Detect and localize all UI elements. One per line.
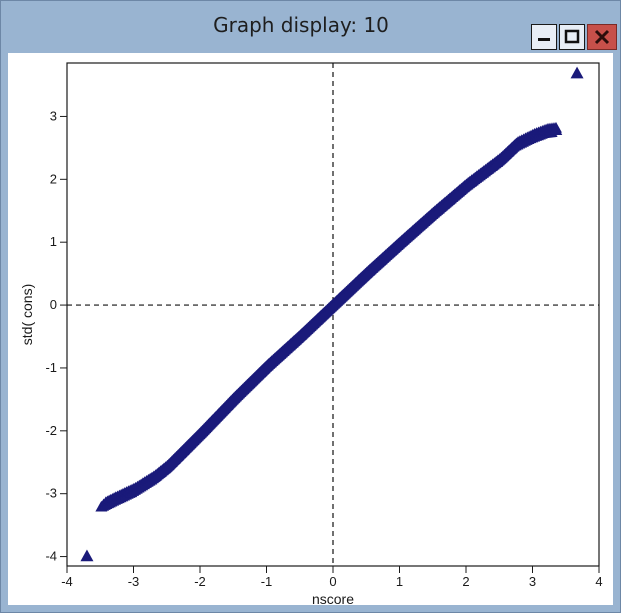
outlier-point <box>80 549 94 562</box>
x-tick-label: 1 <box>396 574 403 589</box>
title-bar[interactable]: Graph display: 10 <box>1 1 620 50</box>
x-tick-label: 3 <box>529 574 536 589</box>
x-tick-label: -4 <box>61 574 73 589</box>
x-tick-label: 2 <box>462 574 469 589</box>
window-title: Graph display: 10 <box>213 13 389 37</box>
maximize-icon <box>564 29 580 44</box>
y-tick-label: -1 <box>45 360 57 375</box>
x-tick-label: -3 <box>128 574 140 589</box>
close-button[interactable] <box>587 24 617 50</box>
scatter-plot: -4 -3 -2 -1 0 1 2 3 4 -4 -3 -2 -1 0 1 2 3 nscore std( c… <box>19 62 603 605</box>
close-icon <box>594 29 610 45</box>
outlier-point <box>570 66 584 79</box>
y-axis-title: std( cons) <box>19 284 35 345</box>
y-tick-label: -3 <box>45 486 57 501</box>
y-tick-label: 0 <box>50 297 57 312</box>
y-tick-label: -2 <box>45 423 57 438</box>
x-tick-label: 4 <box>595 574 602 589</box>
x-tick-label: -2 <box>194 574 206 589</box>
maximize-button[interactable] <box>559 24 585 50</box>
x-axis: -4 -3 -2 -1 0 1 2 3 4 <box>61 566 603 589</box>
graph-area: -4 -3 -2 -1 0 1 2 3 4 -4 -3 -2 -1 0 1 2 3 nscore std( c… <box>8 53 613 605</box>
y-tick-label: -4 <box>45 549 57 564</box>
y-tick-label: 3 <box>50 108 57 123</box>
y-axis: -4 -3 -2 -1 0 1 2 3 <box>45 108 67 564</box>
x-axis-title: nscore <box>312 591 354 605</box>
y-tick-label: 2 <box>50 171 57 186</box>
data-point <box>549 123 563 135</box>
y-tick-label: 1 <box>50 234 57 249</box>
x-tick-label: 0 <box>329 574 336 589</box>
minimize-icon <box>538 38 550 41</box>
minimize-button[interactable] <box>531 24 557 50</box>
x-tick-label: -1 <box>261 574 273 589</box>
data-points <box>80 66 584 562</box>
